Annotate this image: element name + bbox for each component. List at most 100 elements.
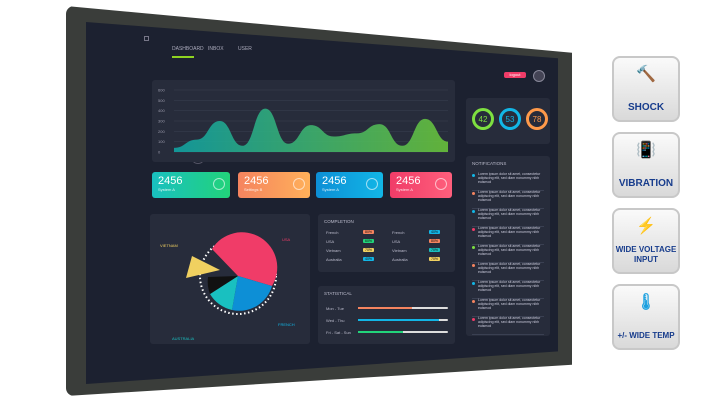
logout-button[interactable]: logout (504, 72, 526, 78)
stat-card-label: System A (158, 187, 175, 192)
stat-card-icon (213, 178, 225, 190)
pie-slice-australia (210, 276, 238, 310)
completion-badge: 40% (363, 257, 375, 261)
stat-card[interactable]: 2456 Settings B (238, 172, 310, 198)
tab-inbox[interactable]: INBOX (208, 46, 224, 52)
notification-item[interactable]: Lorem ipsum dolor sit amet, consectetur … (472, 280, 544, 299)
feature-label: VIBRATION (618, 178, 674, 189)
y-tick-label: 600 (158, 88, 165, 93)
notification-text: Lorem ipsum dolor sit amet, consectetur … (478, 244, 541, 256)
y-tick-label: 200 (158, 129, 165, 134)
pie-chart-panel: VIETNAM USA FRENCH AUSTRALIA (150, 214, 310, 344)
stat-card-value: 2456 (244, 175, 269, 187)
pie-slice-usa (212, 232, 278, 286)
notification-text: Lorem ipsum dolor sit amet, consectetur … (478, 226, 541, 238)
stat-row-label: Fri - Sat - Sun (326, 330, 351, 335)
notification-text: Lorem ipsum dolor sit amet, consectetur … (478, 172, 541, 184)
gauge: 78 (526, 108, 548, 130)
feature-label: SHOCK (627, 102, 665, 113)
menu-icon[interactable] (144, 36, 149, 41)
pie-chart (186, 232, 278, 315)
country-name: French (392, 230, 405, 235)
completion-badge: 70% (429, 248, 441, 252)
gauge: 42 (472, 108, 494, 130)
pie-slice-vietnam (186, 256, 220, 278)
notification-item[interactable]: Lorem ipsum dolor sit amet, consectetur … (472, 298, 544, 317)
completion-badge: 70% (363, 248, 375, 252)
country-name: Australia (326, 257, 342, 262)
stat-progress-fill (358, 307, 412, 309)
stat-progress-bar (358, 307, 448, 309)
tab-user[interactable]: USER (238, 46, 252, 52)
notification-dot (472, 192, 475, 195)
completion-row: Vietnam 70% (326, 248, 382, 253)
stat-card-icon (366, 178, 378, 190)
stat-card[interactable]: 2456 System A (390, 172, 452, 198)
completion-row: USA 60% (326, 239, 382, 244)
stat-row-label: Wed - Thu (326, 318, 345, 323)
completion-panel: COMPLETION French 80% USA 60% Vietnam 70% Aust… (318, 214, 455, 272)
y-tick-label: 400 (158, 108, 165, 113)
completion-row: Australia 40% (326, 257, 382, 262)
label-australia: AUSTRALIA (172, 336, 195, 341)
completion-row: USA 80% (392, 239, 448, 244)
notification-item[interactable]: Lorem ipsum dolor sit amet, consectetur … (472, 190, 544, 209)
feature-icon: 🌡 (635, 294, 657, 311)
feature-badge: 🌡 +/- WIDE TEMP (612, 284, 680, 350)
completion-row: French 40% (392, 230, 448, 235)
country-name: Australia (392, 257, 408, 262)
country-name: USA (392, 239, 401, 244)
notification-text: Lorem ipsum dolor sit amet, consectetur … (478, 316, 541, 328)
feature-badge: 🔨 SHOCK (612, 56, 680, 122)
active-tab-indicator (172, 56, 194, 58)
country-name: Vietnam (326, 248, 341, 253)
area-chart: 0 100 200 300 400 500 600 (158, 88, 448, 155)
notification-item[interactable]: Lorem ipsum dolor sit amet, consectetur … (472, 208, 544, 227)
monitor-screen: DASHBOARD INBOX USER logout 0 100 200 300 40… (86, 22, 558, 384)
completion-badge: 60% (363, 239, 375, 243)
notifications-title: NOTIFICATIONS (472, 161, 507, 166)
pie-slice-other (207, 276, 238, 294)
stat-card-label: Settings B (244, 187, 263, 192)
notification-item[interactable]: Lorem ipsum dolor sit amet, consectetur … (472, 226, 544, 245)
y-tick-label: 500 (158, 98, 165, 103)
notification-text: Lorem ipsum dolor sit amet, consectetur … (478, 262, 541, 274)
avatar[interactable] (533, 70, 545, 82)
stat-card-icon (435, 178, 447, 190)
stat-progress-fill (358, 319, 439, 321)
notification-item[interactable]: Lorem ipsum dolor sit amet, consectetur … (472, 172, 544, 191)
completion-badge: 70% (429, 257, 441, 261)
notification-item[interactable]: Lorem ipsum dolor sit amet, consectetur … (472, 262, 544, 281)
notification-dot (472, 174, 475, 177)
notification-dot (472, 246, 475, 249)
notification-dot (472, 318, 475, 321)
notification-dot (472, 300, 475, 303)
statistical-panel: STATISTICAL Mon - Tue Wed - Thu Fri - Sat … (318, 286, 455, 344)
label-usa: USA (282, 237, 291, 242)
notifications-panel: NOTIFICATIONS Lorem ipsum dolor sit amet… (466, 156, 550, 336)
stat-progress-bar (358, 319, 448, 321)
feature-badge: 📳 VIBRATION (612, 132, 680, 198)
notification-item[interactable]: Lorem ipsum dolor sit amet, consectetur … (472, 244, 544, 263)
stat-card[interactable]: 2456 System A (316, 172, 383, 198)
country-name: Vietnam (392, 248, 407, 253)
completion-badge: 40% (429, 230, 441, 234)
stat-card-value: 2456 (396, 175, 421, 187)
statistical-title: STATISTICAL (324, 291, 352, 296)
tab-dashboard[interactable]: DASHBOARD (172, 46, 204, 52)
feature-badge: ⚡ WIDE VOLTAGE INPUT (612, 208, 680, 274)
stat-card[interactable]: 2456 System A (152, 172, 230, 198)
notification-item[interactable]: Lorem ipsum dolor sit amet, consectetur … (472, 316, 544, 335)
notification-text: Lorem ipsum dolor sit amet, consectetur … (478, 190, 541, 202)
feature-label: +/- WIDE TEMP (617, 331, 675, 340)
feature-icon: 📳 (636, 142, 656, 159)
stat-card-value: 2456 (158, 175, 183, 187)
notification-dot (472, 282, 475, 285)
gauge: 53 (499, 108, 521, 130)
stat-progress-bar (358, 331, 448, 333)
label-vietnam: VIETNAM (160, 243, 178, 248)
stat-card-icon (293, 178, 305, 190)
y-tick-label: 0 (158, 150, 161, 155)
y-tick-label: 300 (158, 119, 165, 124)
country-name: USA (326, 239, 335, 244)
